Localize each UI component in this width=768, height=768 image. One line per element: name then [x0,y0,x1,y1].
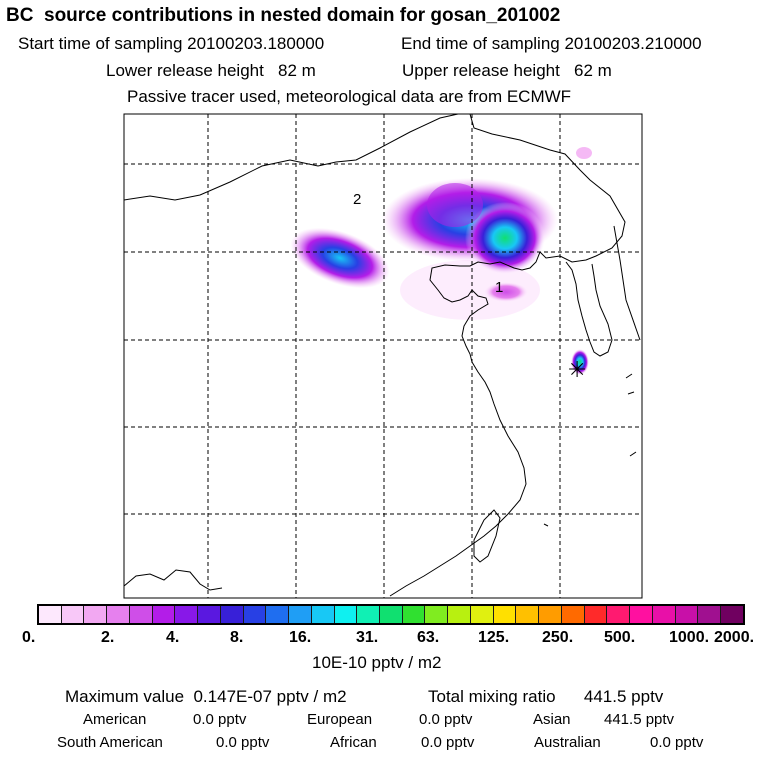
african-value: 0.0 pptv [421,734,475,751]
coast-east [613,225,641,341]
colorbar-tick-label: 500. [604,629,636,646]
colorbar-tick-label: 1000. [669,629,710,646]
tracer-note: Passive tracer used, meteorological data… [127,87,572,106]
colorbar-segment [698,606,722,623]
colorbar-unit: 10E-10 pptv / m2 [312,653,442,672]
colorbar-segment [493,606,517,623]
map-frame [123,113,643,599]
colorbar-segment [448,606,471,623]
receptor-star-icon: ✳ [568,358,586,383]
south-american-label: South American [57,734,163,751]
colorbar-segment [630,606,653,623]
colorbar-segment [266,606,290,623]
colorbar-tick-label: 125. [478,629,510,646]
plot-title: BC source contributions in nested domain… [6,5,561,26]
colorbar-tick-label: 2000. [714,629,755,646]
colorbar-segment [675,606,699,623]
start-time-label: Start time of sampling 20100203.180000 [18,34,325,53]
colorbar [37,604,745,625]
colorbar-tick-label: 0. [22,629,36,646]
lower-release-label: Lower release height 82 m [106,61,316,80]
colorbar-tick-label: 16. [289,629,312,646]
american-value: 0.0 pptv [193,711,247,728]
european-label: European [307,711,373,728]
plume-haze [400,260,540,320]
colorbar-segment [61,606,85,623]
colorbar-segment [220,606,244,623]
marker-1-label: 1 [495,279,503,296]
australian-value: 0.0 pptv [650,734,704,751]
colorbar-segment [289,606,312,623]
coast-korea [565,261,613,357]
colorbar-segment [129,606,153,623]
colorbar-segment [584,606,608,623]
colorbar-segment [380,606,403,623]
marker-2-label: 2 [353,191,361,208]
colorbar-segment [425,606,449,623]
max-value: Maximum value 0.147E-07 pptv / m2 [65,687,347,706]
plume-spot-ne [576,147,592,159]
colorbar-segment [607,606,631,623]
plume-west [290,227,390,289]
plume-layer [290,147,592,375]
colorbar-segment [175,606,199,623]
plume-marker-1 [484,282,528,302]
colorbar-segment [357,606,381,623]
coastlines [124,114,641,597]
upper-release-label: Upper release height 62 m [402,61,612,80]
colorbar-segment [561,606,585,623]
colorbar-segment [334,606,358,623]
colorbar-segment [107,606,130,623]
colorbar-segment [198,606,221,623]
colorbar-tick-label: 2. [101,629,115,646]
colorbar-segment [152,606,176,623]
islands [543,373,637,527]
colorbar-segment [721,606,743,623]
colorbar-tick-label: 250. [542,629,574,646]
colorbar-tick-label: 63. [417,629,440,646]
colorbar-segment [539,606,562,623]
colorbar-segment [39,606,62,623]
border-mongolia [124,114,459,201]
border-northeast [469,114,626,263]
taiwan [473,509,501,563]
african-label: African [330,734,377,751]
colorbar-tick-label: 8. [230,629,244,646]
colorbar-segment [84,606,108,623]
plume-north-top [427,183,483,227]
coast-china [389,251,541,597]
plume-core [465,202,545,274]
colorbar-tick-label: 31. [356,629,379,646]
australian-label: Australian [534,734,601,751]
colorbar-tick-label: 4. [166,629,180,646]
grid-lines [124,114,642,598]
total-mixing-ratio: Total mixing ratio 441.5 pptv [428,687,664,706]
asian-label: Asian [533,711,571,728]
end-time-label: End time of sampling 20100203.210000 [401,34,702,53]
coast-south [124,569,223,591]
south-american-value: 0.0 pptv [216,734,270,751]
colorbar-segment [652,606,676,623]
colorbar-segment [516,606,540,623]
colorbar-segment [311,606,335,623]
american-label: American [83,711,147,728]
colorbar-segment [402,606,426,623]
plume-receptor [571,349,589,375]
colorbar-segment [243,606,267,623]
asian-value: 441.5 pptv [604,711,675,728]
european-value: 0.0 pptv [419,711,473,728]
colorbar-segment [470,606,494,623]
